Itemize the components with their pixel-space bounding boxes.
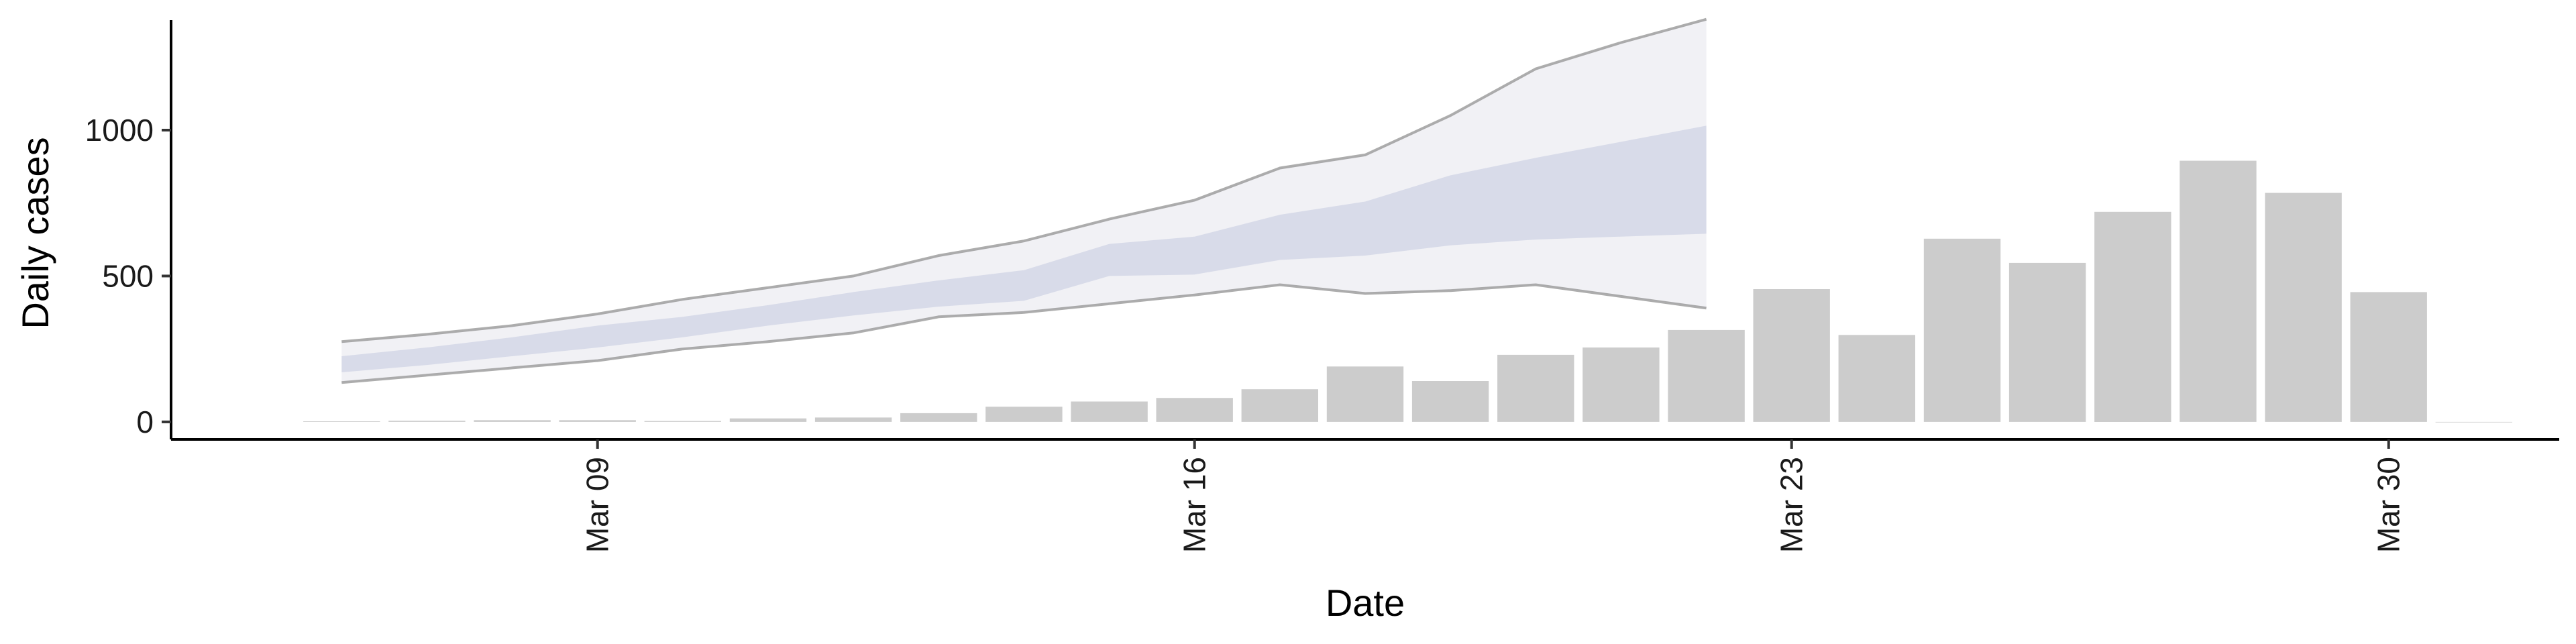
- bar: [474, 420, 551, 422]
- bar: [1923, 238, 2001, 422]
- bar: [1497, 354, 1574, 422]
- bar: [1668, 329, 1745, 422]
- x-tick-label: Mar 09: [580, 457, 615, 553]
- bar: [1326, 366, 1404, 422]
- bar: [2180, 160, 2257, 422]
- bar: [1411, 381, 1489, 422]
- bar: [2435, 421, 2512, 423]
- bar: [303, 421, 380, 422]
- forecast-bands: [341, 17, 1707, 384]
- y-tick-label: 1000: [85, 113, 154, 148]
- y-axis-title: Daily cases: [14, 137, 56, 329]
- x-tick-label: Mar 23: [1774, 457, 1809, 553]
- outer-interval-upper-line: [341, 17, 1707, 343]
- bar: [2350, 292, 2427, 422]
- y-tick-label: 0: [136, 405, 154, 439]
- bar: [2008, 262, 2086, 422]
- bar: [729, 418, 807, 422]
- y-axis-ticks: 0 500 1000: [85, 113, 171, 439]
- bar: [1071, 401, 1148, 422]
- x-axis-ticks: Mar 09 Mar 16 Mar 23 Mar 30: [580, 439, 2406, 553]
- bar: [1582, 347, 1660, 422]
- outer-interval-band: [341, 19, 1707, 383]
- x-tick-label: Mar 16: [1177, 457, 1212, 553]
- bar: [1156, 398, 1233, 422]
- bar: [1753, 289, 1830, 422]
- x-axis-title: Date: [1326, 582, 1405, 624]
- bar: [388, 421, 466, 422]
- inner-interval-band: [341, 125, 1707, 372]
- bar-series: [303, 160, 2512, 423]
- bar: [2265, 193, 2342, 422]
- bar: [900, 413, 977, 422]
- bar: [1838, 335, 1915, 422]
- bar: [559, 420, 636, 422]
- axes: [170, 20, 2559, 441]
- bar: [1241, 389, 1318, 422]
- bar: [2094, 211, 2171, 422]
- bar: [814, 417, 892, 422]
- outer-interval-lower-line: [341, 283, 1707, 384]
- bar: [644, 421, 721, 422]
- x-tick-label: Mar 30: [2371, 457, 2406, 553]
- y-tick-label: 500: [102, 258, 154, 293]
- bar: [985, 407, 1063, 422]
